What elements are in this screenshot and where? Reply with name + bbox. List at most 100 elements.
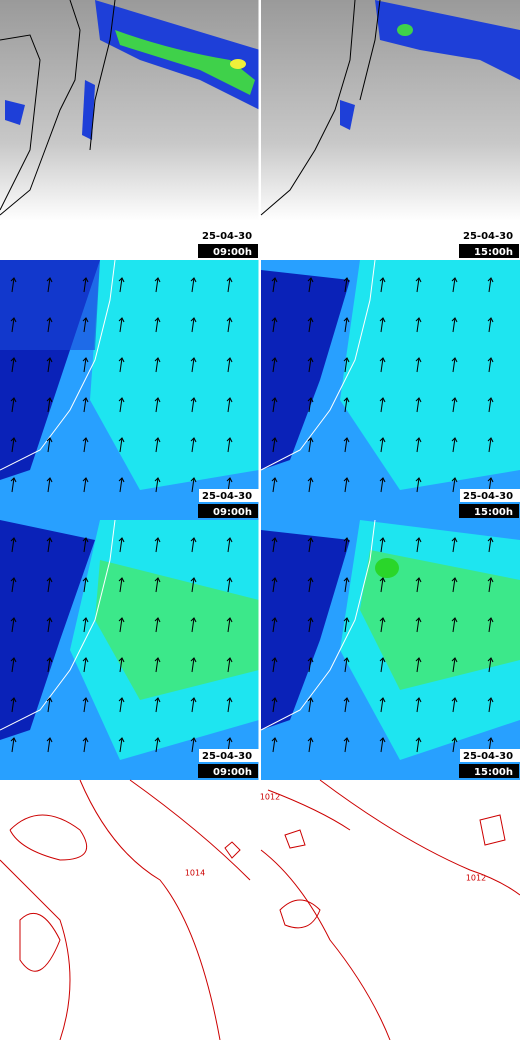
date-box xyxy=(199,489,259,502)
wind-arrow-head xyxy=(271,317,278,323)
timestamp: 25-04-30 15:00h xyxy=(459,489,520,518)
wind-panel xyxy=(261,260,520,780)
wind-arrow xyxy=(83,737,87,753)
wind-arrow xyxy=(155,397,159,413)
wind-arrow xyxy=(119,437,123,453)
wind-arrow-head xyxy=(226,357,233,363)
wind-arrow xyxy=(155,277,159,293)
wind-arrow-head xyxy=(487,277,494,283)
wind-arrow xyxy=(380,617,384,633)
wind-arrow xyxy=(344,317,348,333)
wind-arrow-head xyxy=(46,437,53,443)
wind-arrow xyxy=(47,277,51,293)
wind-arrow-head xyxy=(154,397,161,403)
wind-arrow-head xyxy=(379,697,386,703)
wind-arrow xyxy=(344,477,348,493)
wind-arrow-head xyxy=(487,477,494,483)
wind-arrow xyxy=(119,317,123,333)
wind-arrow-head xyxy=(415,317,422,323)
wind-arrow xyxy=(47,657,51,673)
wind-arrow-head xyxy=(379,477,386,483)
wind-arrow xyxy=(11,577,15,593)
wind-arrow-head xyxy=(451,357,458,363)
wind-arrow xyxy=(11,437,15,453)
time-label: 09:00h xyxy=(213,507,252,518)
wind-arrow xyxy=(11,277,15,293)
wind-arrow-head xyxy=(487,617,494,623)
date-box xyxy=(460,749,520,762)
wind-arrow-head xyxy=(82,737,89,743)
wind-arrow xyxy=(452,277,456,293)
wind-arrow-head xyxy=(451,657,458,663)
wind-arrow xyxy=(416,357,420,373)
wind-arrow xyxy=(272,317,276,333)
wind-arrow-head xyxy=(46,477,53,483)
wind-arrow-head xyxy=(487,317,494,323)
wind-arrow-head xyxy=(154,577,161,583)
wind-arrow-head xyxy=(190,737,197,743)
wind-arrow xyxy=(227,617,231,633)
wind-arrow-head xyxy=(46,577,53,583)
wind-arrow xyxy=(308,477,312,493)
wind-arrow-head xyxy=(307,657,314,663)
wind-arrow xyxy=(488,657,492,673)
contour-label: 1012 xyxy=(260,793,280,802)
wind-arrow xyxy=(308,537,312,553)
wind-arrow-head xyxy=(415,577,422,583)
wind-arrow-head xyxy=(118,737,125,743)
date-box xyxy=(460,489,520,502)
contour-label: 1014 xyxy=(185,869,205,878)
wind-arrow xyxy=(227,657,231,673)
wind-arrow-head xyxy=(154,697,161,703)
wind-arrow-head xyxy=(82,277,89,283)
wind-arrow xyxy=(488,537,492,553)
timestamp: 25-04-30 15:00h xyxy=(459,749,520,778)
wind-arrow-head xyxy=(343,277,350,283)
wind-arrow-head xyxy=(190,477,197,483)
wind-arrow-head xyxy=(307,317,314,323)
wind-arrow xyxy=(227,697,231,713)
wind-arrow xyxy=(119,537,123,553)
wind-arrow-head xyxy=(343,317,350,323)
wind-arrow xyxy=(452,317,456,333)
wind-arrow-head xyxy=(307,277,314,283)
wind-arrow xyxy=(83,617,87,633)
wind-arrow-head xyxy=(226,577,233,583)
wind-arrow-head xyxy=(307,477,314,483)
wind-arrow xyxy=(47,477,51,493)
wind-arrow xyxy=(191,697,195,713)
wind-arrow-head xyxy=(82,357,89,363)
wind-arrow-head xyxy=(307,437,314,443)
wind-arrow xyxy=(452,737,456,753)
wind-arrow-head xyxy=(46,617,53,623)
wind-arrow-head xyxy=(226,437,233,443)
wind-arrow-head xyxy=(271,577,278,583)
wind-arrow xyxy=(272,537,276,553)
wind-arrow-head xyxy=(415,277,422,283)
wind-arrow-head xyxy=(451,477,458,483)
wind-arrow xyxy=(191,477,195,493)
wind-arrow xyxy=(488,277,492,293)
wind-arrow xyxy=(83,317,87,333)
wind-arrow-head xyxy=(379,397,386,403)
wind-arrows xyxy=(10,277,494,753)
wind-arrow xyxy=(119,397,123,413)
wind-arrow-head xyxy=(82,477,89,483)
wind-arrow xyxy=(344,737,348,753)
wind-arrow-head xyxy=(379,437,386,443)
wind-arrow xyxy=(119,697,123,713)
coastline xyxy=(0,259,376,731)
wind-arrow-head xyxy=(190,537,197,543)
wind-arrow-head xyxy=(343,477,350,483)
wind-arrow xyxy=(344,617,348,633)
wind-arrow xyxy=(119,277,123,293)
wind-arrow-head xyxy=(46,537,53,543)
wind-arrow-head xyxy=(379,537,386,543)
wind-arrow xyxy=(11,537,15,553)
wind-arrow xyxy=(308,657,312,673)
wind-arrow-head xyxy=(379,617,386,623)
wind-arrow xyxy=(191,277,195,293)
wind-arrow-head xyxy=(379,277,386,283)
wind-arrow xyxy=(47,317,51,333)
